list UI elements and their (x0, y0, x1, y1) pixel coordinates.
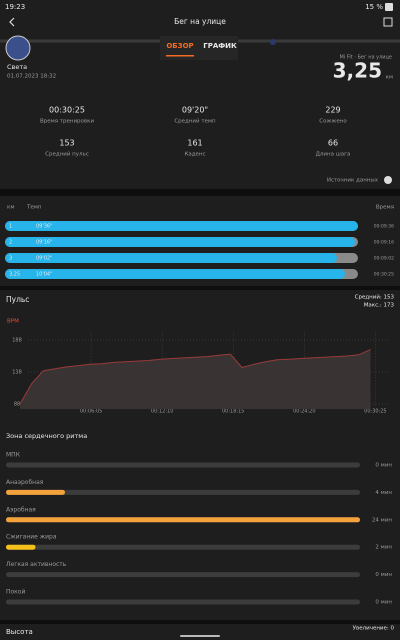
zone-value: 0 мин (375, 572, 392, 578)
tab-overview[interactable]: ОБЗОР (166, 42, 193, 50)
stat-label: Время тренировки (40, 119, 95, 125)
split-time: 00:09:36 (374, 224, 394, 230)
splits: км Темп Время 1 09'36" 00:09:36 2 09'16" 00:09:1… (5, 205, 394, 279)
stat-value: 153 (59, 139, 74, 148)
zone-track (6, 544, 360, 550)
split-pace: 09'36" (36, 224, 52, 230)
back-button[interactable] (9, 17, 15, 27)
split-bar (5, 237, 355, 247)
zones-title: Зона сердечного ритма (6, 432, 87, 440)
divider (0, 620, 400, 624)
stat-label: Каденс (184, 152, 205, 158)
status-battery: 15 % (365, 3, 383, 11)
map-marker (270, 39, 276, 45)
x-tick-label: 00:24:20 (293, 409, 315, 415)
zone-name: Сжигание жира (6, 534, 57, 541)
split-time: 00:09:02 (374, 256, 394, 262)
header-title: Бег на улице (174, 17, 226, 26)
data-source-icon[interactable] (384, 176, 392, 184)
zone-name: Легкая активность (6, 561, 67, 568)
avatar (5, 35, 31, 61)
stat-value: 09'20" (182, 106, 208, 115)
tab-graph[interactable]: ГРАФИК (203, 42, 237, 50)
zone-name: Анаэробная (6, 479, 44, 486)
zone-value: 4 мин (375, 490, 392, 496)
share-button[interactable] (383, 17, 393, 27)
split-bar (5, 221, 358, 231)
split-km: 1 (9, 224, 12, 230)
data-source[interactable]: Источник данных (327, 178, 379, 184)
source-app: Mi Fit · Бег на улице (340, 55, 392, 61)
split-km: 2 (9, 240, 12, 246)
pulse-title: Пульс (6, 295, 29, 304)
zone-name: МПК (6, 452, 21, 459)
split-km: 3 (9, 256, 12, 262)
pulse-max: Макс.: 173 (364, 303, 395, 309)
split-pace: 09'02" (36, 256, 52, 262)
line (19, 349, 371, 405)
zone-bar (6, 544, 36, 550)
split-bar (5, 253, 337, 263)
x-tick-label: 00:18:15 (222, 409, 244, 415)
zone-value: 0 мин (375, 463, 392, 469)
stat-value: 00:30:25 (49, 106, 85, 115)
zone-value: 2 мин (375, 545, 392, 551)
stat-label: Сожжено (319, 119, 347, 125)
area (20, 349, 371, 410)
x-tick-label: 00:06:05 (80, 409, 102, 415)
pulse-average: Средний: 153 (355, 294, 395, 301)
y-tick-label: 88 (14, 401, 20, 407)
nav-handle (180, 635, 220, 637)
tab-underline (166, 55, 194, 57)
stat-label: Средний пульс (45, 151, 89, 158)
divider (0, 189, 400, 196)
heart-zones: МПК 0 мин Анаэробная 4 мин Аэробная 24 мин Сжи… (6, 452, 392, 606)
zone-value: 24 мин (372, 517, 392, 523)
zone-track (6, 489, 360, 495)
splits-header: км (7, 205, 14, 211)
split-time: 00:30:25 (374, 272, 394, 278)
zone-track (6, 462, 360, 468)
zone-track (6, 599, 360, 605)
split-time: 00:09:16 (374, 240, 394, 246)
zone-bar (6, 517, 360, 523)
stat-value: 66 (328, 139, 338, 148)
stat-label: Средний темп (174, 118, 216, 125)
pulse-chart: 88 138 188 00:06:05 00:12:10 00:18:15 00:24:20… (12, 332, 390, 415)
stats-grid: 00:30:25 Время тренировки 09'20" Средний те… (40, 106, 350, 158)
y-tick-label: 138 (12, 369, 22, 375)
workout-date: 01.07.2023 18:32 (7, 74, 56, 80)
zone-bar (6, 489, 65, 495)
y-axis-label: BPM (7, 319, 19, 325)
divider (0, 286, 400, 290)
zone-name: Покой (6, 589, 25, 596)
stat-value: 229 (325, 106, 340, 115)
zone-track (6, 572, 360, 578)
y-tick-label: 188 (12, 337, 22, 343)
battery-icon (385, 3, 393, 11)
split-pace: 10'04" (36, 272, 52, 278)
elevation-gain: Увеличение: 0 (353, 626, 395, 632)
x-tick-label: 00:30:25 (364, 409, 386, 415)
split-km: 3,25 (9, 272, 20, 278)
user-name: Света (7, 63, 27, 71)
status-time: 19:23 (5, 3, 25, 11)
stat-label: Длина шага (316, 152, 351, 158)
zone-name: Аэробная (6, 506, 36, 513)
splits-header: Темп (26, 205, 42, 211)
splits-header: Время (376, 205, 394, 211)
split-pace: 09'16" (36, 240, 52, 246)
split-bar (5, 269, 345, 279)
distance-unit: км (386, 75, 393, 81)
distance: 3,25 (333, 59, 382, 83)
elevation-title: Высота (6, 628, 33, 636)
stat-value: 161 (187, 139, 202, 148)
zone-value: 0 мин (375, 600, 392, 606)
x-tick-label: 00:12:10 (151, 409, 173, 415)
